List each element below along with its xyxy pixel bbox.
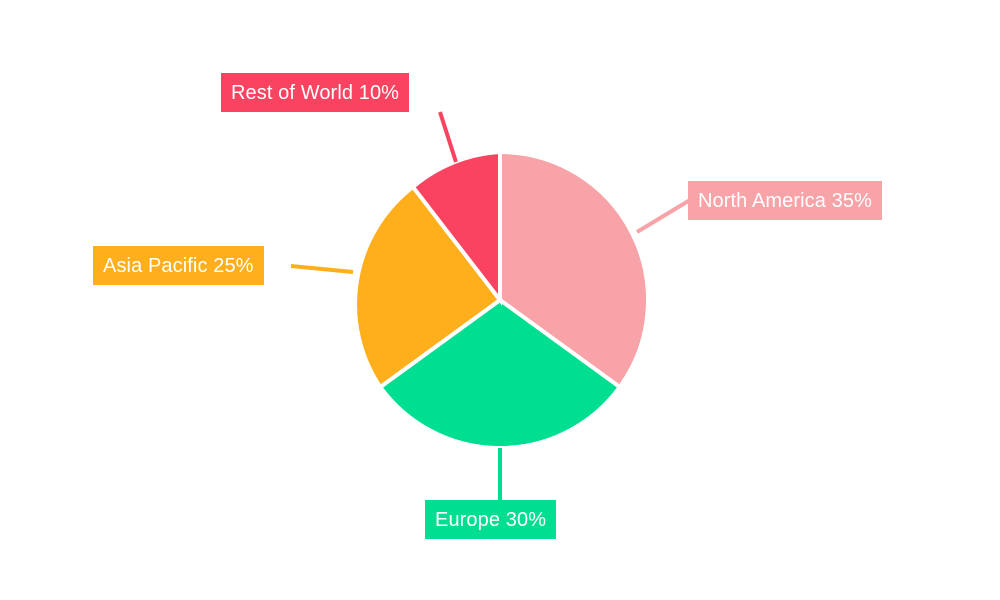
leader-lines-group <box>290 111 692 502</box>
leader-line-rest-of-world <box>438 111 458 163</box>
leader-line-asia-pacific <box>290 264 354 274</box>
pie-label-rest-of-world[interactable]: Rest of World 10% <box>221 73 410 112</box>
pie-slices-group <box>353 149 650 451</box>
pie-label-north-america[interactable]: North America 35% <box>688 181 882 220</box>
pie-slice-rest-of-world[interactable] <box>410 149 502 306</box>
pie-slice-north-america[interactable] <box>498 149 650 390</box>
pie-slice-asia-pacific[interactable] <box>353 184 503 390</box>
pie-label-europe[interactable]: Europe 30% <box>425 500 557 539</box>
pie-label-asia-pacific[interactable]: Asia Pacific 25% <box>93 246 264 285</box>
leader-line-north-america <box>635 198 692 234</box>
